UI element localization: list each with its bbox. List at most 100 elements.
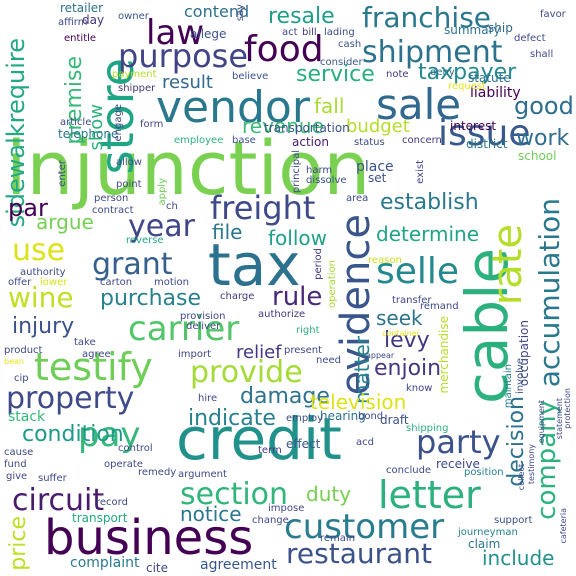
word-period: period [313,248,324,280]
word-testimony: testimony [527,444,536,485]
word-vendor: vendor [156,82,310,133]
word-record: record [96,497,128,508]
word-rule: rule [272,282,323,312]
word-charge: charge [220,291,255,302]
word-position: position [464,467,504,478]
word-service: service [296,62,375,87]
word-sale: sale [376,80,462,129]
word-selle: selle [376,251,460,292]
word-container: container [382,329,420,338]
word-price: price [6,516,31,571]
word-rate: rate [485,224,531,306]
word-seek: seek [376,306,423,330]
word-remain: remain [320,533,356,544]
word-shipper: shipper [118,83,156,94]
word-protection: protection [563,388,572,429]
word-point: point [116,179,142,190]
word-allege: allege [190,27,227,41]
word-change: change [252,515,289,526]
word-form: form [140,119,164,130]
word-complaint: complaint [70,555,140,571]
word-ship: ship [488,21,513,35]
word-par: par [8,194,48,222]
word-take: take [74,337,96,348]
word-freight: freight [210,189,316,227]
word-ch: ch [166,201,178,212]
word-receive: receive [436,457,480,471]
word-transfer: transfer [392,295,432,306]
word-harm: harm [306,165,333,176]
word-consider: consider [320,57,363,68]
word-place: place [356,159,394,175]
word-carton: carton [100,277,133,288]
word-draft: draft [380,413,409,427]
word-believe: believe [232,71,269,82]
word-exist: exist [415,160,426,184]
word-wine: wine [8,281,74,314]
word-know: know [406,383,433,394]
word-entitle: entitle [64,33,97,44]
word-use: use [12,233,66,268]
word-reason: reason [368,255,402,266]
word-bill: bill [302,27,317,38]
word-term: term [258,445,282,456]
word-give: give [6,471,28,482]
word-day: day [82,13,105,27]
word-relief: relief [236,342,282,363]
word-taxpayer: taxpayer [418,60,517,85]
word-effect: effect [286,437,321,451]
word-defect: defect [514,33,546,44]
word-contend: contend [184,2,250,21]
word-accumulation: accumulation [533,198,566,388]
word-appear: appear [366,351,395,360]
word-shipment: shipment [362,35,503,70]
word-issue: issue [438,113,531,154]
word-pay: pay [78,415,141,455]
word-franchise: franchise [362,1,492,34]
word-injury: injury [12,314,75,339]
word-cite: cite [146,561,169,575]
word-condition: condition [22,422,124,447]
word-hire: hire [198,393,218,404]
word-law: law [146,13,205,53]
word-favor: favor [540,9,566,20]
word-need: need [316,355,341,366]
word-circuit: circuit [12,483,105,518]
word-party: party [416,423,501,461]
word-authorize: authorize [258,309,306,320]
word-reverse: reverse [126,235,164,246]
word-establish: establish [380,190,479,215]
word-indicate: indicate [188,406,276,431]
word-argument: argument [178,469,227,480]
word-lower: lower [40,277,68,288]
word-business: business [44,510,254,566]
word-principal: principal [291,150,302,194]
word-right: right [296,325,320,336]
word-deny: deny [430,67,455,78]
word-say: say [235,4,246,22]
word-customer: customer [284,507,445,547]
word-notice: notice [180,502,242,526]
word-affirm: affirm [58,17,88,28]
word-remand: remand [420,301,459,312]
word-allow: allow [116,157,142,168]
word-work: work [516,126,570,151]
word-employ: employ [286,413,324,424]
word-statute: statute [468,71,511,85]
word-restaurant: restaurant [286,537,432,570]
word-import: import [178,349,212,360]
word-cafeteria: cafeteria [559,508,568,544]
word-base: base [232,135,256,146]
word-levy: levy [384,328,430,353]
word-request: request [448,81,487,92]
word-conclude: conclude [386,465,432,476]
word-argue: argue [36,210,94,234]
word-enjoin: enjoin [374,356,442,381]
word-employee: employee [174,135,224,146]
word-budget: budget [346,116,410,137]
word-carrier: carrier [128,309,240,349]
word-equipment: equipment [537,400,546,444]
word-fall: fall [314,94,345,118]
word-testify: testify [34,345,153,389]
